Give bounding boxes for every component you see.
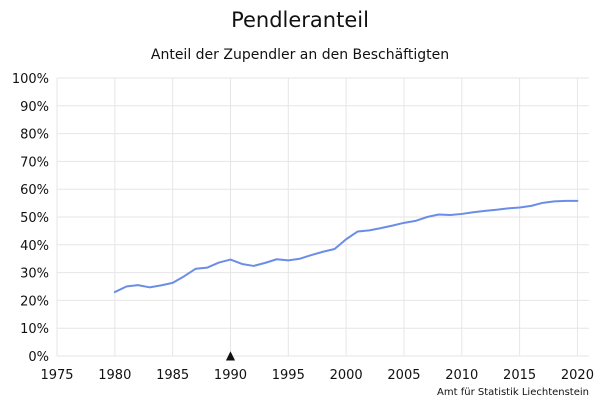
x-axis-ticks: 1975 1980 1985 1990 1995 2000 2005 2010 2015 2020 xyxy=(40,368,594,383)
x-tick-label: 1995 xyxy=(272,368,305,383)
y-tick-label: 10% xyxy=(20,322,49,337)
chart-title: Pendleranteil xyxy=(231,8,369,32)
x-tick-label: 1990 xyxy=(214,368,247,383)
x-tick-label: 2000 xyxy=(330,368,363,383)
y-tick-label: 70% xyxy=(20,155,49,170)
x-tick-label: 2015 xyxy=(503,368,536,383)
series-line-pendleranteil xyxy=(113,199,579,294)
chart-subtitle: Anteil der Zupendler an den Beschäftigte… xyxy=(151,47,449,63)
source-label: Amt für Statistik Liechtenstein xyxy=(437,387,589,398)
y-tick-label: 50% xyxy=(20,211,49,226)
y-tick-label: 100% xyxy=(12,72,49,87)
grid-layer xyxy=(56,77,589,357)
y-tick-label: 40% xyxy=(20,239,49,254)
x-tick-label: 2010 xyxy=(445,368,478,383)
y-tick-label: 80% xyxy=(20,128,49,143)
x-tick-label: 2020 xyxy=(561,368,594,383)
year-marker: ▲ xyxy=(226,348,236,362)
y-tick-label: 60% xyxy=(20,183,49,198)
y-tick-label: 90% xyxy=(20,100,49,115)
y-tick-label: 30% xyxy=(20,267,49,282)
x-tick-label: 2005 xyxy=(387,368,420,383)
y-axis-ticks: 0% 10% 20% 30% 40% 50% 60% 70% 80% 90% 100% xyxy=(12,72,49,365)
x-tick-label: 1985 xyxy=(156,368,189,383)
x-tick-label: 1980 xyxy=(98,368,131,383)
y-tick-label: 0% xyxy=(28,350,49,365)
x-tick-label: 1975 xyxy=(40,368,73,383)
y-tick-label: 20% xyxy=(20,294,49,309)
